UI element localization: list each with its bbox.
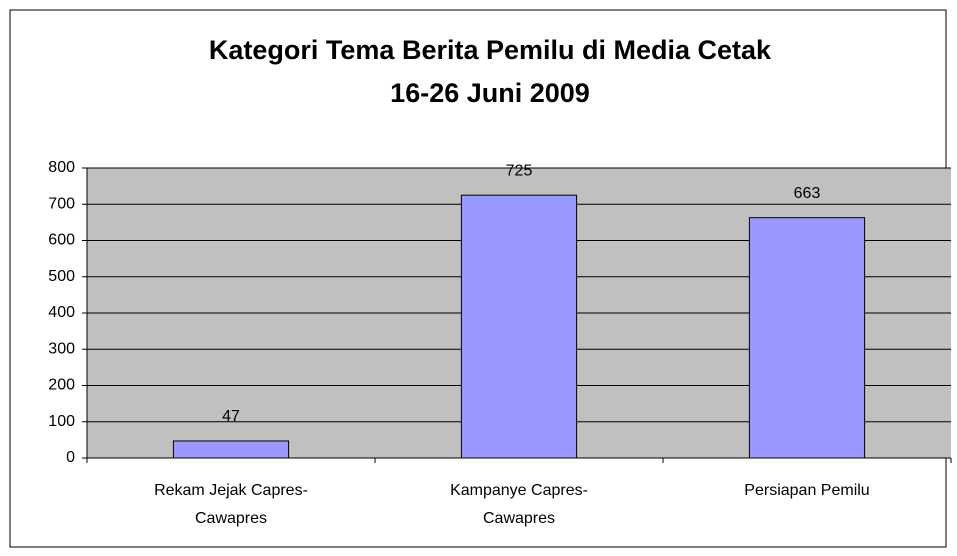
y-tick-label: 0	[66, 449, 75, 466]
y-tick-label: 300	[48, 340, 75, 357]
x-tick-label: Kampanye Capres-Cawapres	[450, 482, 588, 527]
x-tick-label: Persiapan Pemilu	[744, 482, 869, 499]
y-tick-label: 800	[48, 159, 75, 176]
chart-title: Kategori Tema Berita Pemilu di Media Cet…	[209, 35, 772, 65]
bar	[748, 217, 866, 459]
y-tick-label: 700	[48, 195, 75, 212]
y-tick-label: 400	[48, 304, 75, 321]
value-label: 725	[506, 162, 533, 179]
y-tick-label: 100	[48, 413, 75, 430]
chart-subtitle: 16-26 Juni 2009	[390, 78, 590, 108]
value-label: 663	[794, 185, 821, 202]
y-tick-label: 200	[48, 377, 75, 394]
y-tick-label: 500	[48, 268, 75, 285]
value-label: 47	[222, 408, 240, 425]
bar	[172, 440, 290, 459]
y-tick-label: 600	[48, 232, 75, 249]
x-tick-label: Rekam Jejak Capres-Cawapres	[154, 482, 308, 527]
bar	[460, 194, 578, 459]
